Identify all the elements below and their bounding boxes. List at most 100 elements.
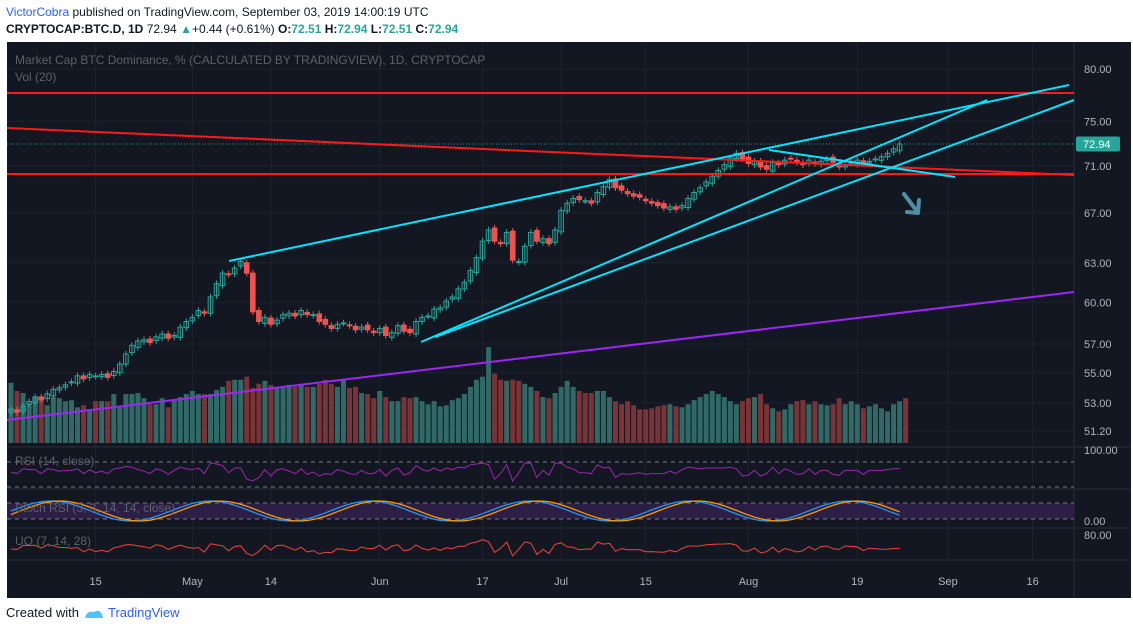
candle-body bbox=[763, 165, 770, 170]
candle-body bbox=[50, 388, 57, 397]
volume-bar bbox=[534, 390, 540, 443]
uo-scale-label: 80.00 bbox=[1084, 530, 1112, 542]
candle bbox=[594, 189, 601, 206]
candle bbox=[455, 285, 462, 302]
volume-bar bbox=[510, 379, 516, 443]
candle bbox=[485, 226, 492, 244]
volume-bar bbox=[81, 405, 87, 443]
tradingview-link[interactable]: TradingView bbox=[83, 605, 180, 620]
volume-bar bbox=[878, 408, 884, 443]
candle-body bbox=[225, 273, 232, 276]
candle bbox=[195, 307, 202, 319]
author-link[interactable]: VictorCobra bbox=[6, 5, 70, 19]
price-tick-label: 60.00 bbox=[1084, 297, 1112, 309]
volume-bar bbox=[872, 404, 878, 443]
volume-bar bbox=[383, 397, 389, 443]
candle bbox=[135, 337, 141, 351]
candle bbox=[352, 323, 359, 334]
time-tick-label: 19 bbox=[851, 576, 863, 588]
candle-body bbox=[364, 324, 371, 331]
candle-body bbox=[165, 333, 171, 339]
candle-body bbox=[189, 316, 196, 322]
candle-body bbox=[522, 245, 528, 263]
chart-frame[interactable]: 80.00 75.00 71.00 67.00 63.00 60.00 57.00 55.00… bbox=[6, 42, 1131, 598]
candle bbox=[449, 293, 456, 303]
candle-body bbox=[38, 396, 45, 401]
candle bbox=[582, 197, 589, 205]
candle-body bbox=[576, 195, 583, 201]
candle-body bbox=[467, 270, 474, 282]
volume-bar bbox=[328, 383, 334, 443]
volume-bar bbox=[854, 404, 860, 443]
candle bbox=[509, 227, 516, 264]
time-tick-label: 16 bbox=[1026, 576, 1038, 588]
candle-body bbox=[298, 310, 304, 316]
candle bbox=[14, 406, 20, 416]
candle bbox=[310, 311, 317, 319]
candle bbox=[721, 161, 728, 173]
volume-bar bbox=[353, 386, 359, 443]
candle-body bbox=[250, 272, 256, 313]
candle bbox=[794, 157, 800, 166]
volume-bar bbox=[473, 379, 479, 443]
volume-bar bbox=[129, 394, 135, 443]
candle bbox=[437, 304, 443, 314]
candle-body bbox=[570, 197, 576, 204]
candle-body bbox=[413, 321, 419, 335]
candle bbox=[231, 264, 238, 278]
candle-body bbox=[286, 312, 292, 317]
volume-bar bbox=[449, 400, 455, 443]
candle-body bbox=[395, 325, 401, 334]
candle-body bbox=[141, 339, 147, 343]
candle bbox=[630, 190, 637, 200]
stoch-pane-title: Stoch RSI (3, 3, 14, 14, close) bbox=[15, 501, 175, 515]
candle-body bbox=[515, 260, 522, 263]
volume-bar bbox=[788, 404, 794, 443]
candle-body bbox=[727, 157, 734, 168]
symbol: CRYPTOCAP:BTC.D, 1D bbox=[6, 22, 144, 36]
candle bbox=[655, 199, 661, 209]
candle-body bbox=[201, 311, 208, 314]
volume-bar bbox=[897, 401, 903, 443]
volume-bar bbox=[594, 390, 600, 443]
volume-bar bbox=[32, 397, 38, 443]
candle bbox=[104, 370, 111, 381]
volume-bar bbox=[770, 408, 776, 443]
candle bbox=[461, 279, 468, 293]
price-tick-label: 51.20 bbox=[1084, 426, 1112, 438]
candle-body bbox=[703, 181, 709, 187]
volume-bar bbox=[111, 394, 117, 443]
candle bbox=[382, 323, 389, 339]
candle-body bbox=[509, 230, 516, 261]
candle bbox=[159, 330, 165, 342]
volume-bar bbox=[443, 405, 449, 443]
candle bbox=[443, 297, 450, 311]
candle bbox=[479, 237, 486, 262]
indicator-panes bbox=[7, 461, 1074, 557]
candle-body bbox=[26, 400, 32, 405]
candle-body bbox=[389, 332, 395, 338]
candle-body bbox=[618, 185, 625, 191]
candle bbox=[703, 178, 709, 190]
volume-bar bbox=[365, 394, 371, 443]
candle bbox=[878, 153, 885, 164]
uo-pane-title: UO (7, 14, 28) bbox=[15, 534, 91, 548]
candle bbox=[26, 398, 32, 408]
chart-canvas[interactable]: 80.00 75.00 71.00 67.00 63.00 60.00 57.00 55.00… bbox=[6, 42, 1131, 598]
volume-bar bbox=[606, 397, 612, 443]
candle bbox=[618, 182, 625, 194]
candle-body bbox=[292, 312, 298, 317]
volume-bar bbox=[153, 404, 159, 443]
volume-bar bbox=[727, 401, 733, 443]
volume-bar bbox=[703, 394, 709, 443]
candle-body bbox=[546, 238, 552, 245]
candle bbox=[262, 314, 268, 327]
candle-body bbox=[673, 206, 679, 210]
candle bbox=[280, 311, 286, 322]
volume-bar bbox=[721, 397, 727, 443]
candle bbox=[661, 200, 667, 212]
volume-bar bbox=[401, 397, 407, 443]
candle-body bbox=[443, 300, 450, 308]
candle-body bbox=[866, 160, 873, 164]
candle-body bbox=[135, 340, 141, 348]
